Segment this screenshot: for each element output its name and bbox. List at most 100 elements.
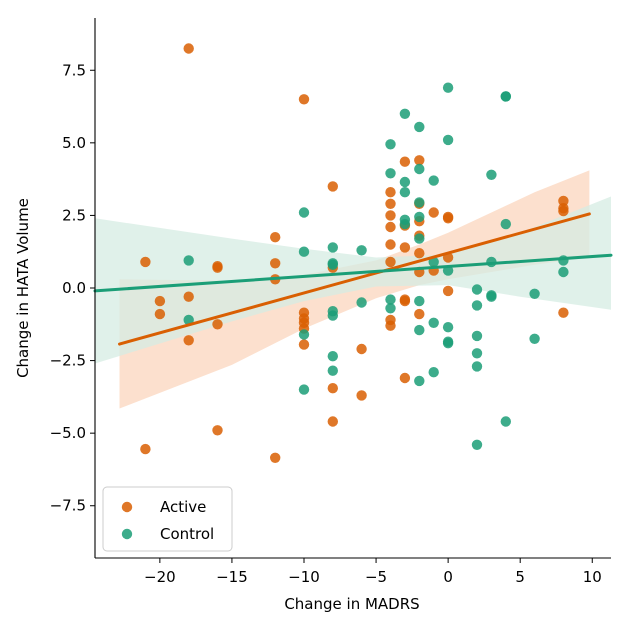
point-active <box>442 213 454 224</box>
point-active <box>298 339 310 350</box>
y-axis-label: Change in HATA Volume <box>14 198 32 378</box>
point-active <box>270 258 281 269</box>
point-control <box>442 82 454 93</box>
point-active <box>385 187 396 198</box>
point-active <box>442 285 454 297</box>
axes: −20 −15 −10 −5 0 5 10 −7.5 −5.0 −2.5 0.0 2.5 5.0 7.5 <box>50 18 611 586</box>
point-control <box>442 338 454 349</box>
point-active <box>385 239 396 250</box>
point-control <box>500 218 511 230</box>
point-control <box>442 322 454 333</box>
point-control <box>327 242 338 253</box>
point-control <box>298 207 310 218</box>
point-active <box>270 232 281 243</box>
point-active <box>183 43 194 54</box>
point-control <box>471 361 483 372</box>
y-tick-label: −5.0 <box>50 424 86 442</box>
x-tick-label: −10 <box>288 568 320 586</box>
point-control <box>486 291 497 302</box>
regression-line-active <box>118 212 591 346</box>
point-active <box>327 416 338 427</box>
point-active <box>356 390 367 401</box>
x-tick-label: 5 <box>515 568 525 586</box>
x-tick-label: −15 <box>216 568 248 586</box>
y-tick-label: 5.0 <box>62 134 86 152</box>
point-control <box>399 218 411 230</box>
point-active <box>154 295 166 307</box>
point-active <box>399 295 411 307</box>
point-active <box>327 181 338 192</box>
point-active <box>399 156 411 167</box>
point-control <box>500 91 511 102</box>
point-control <box>399 108 411 120</box>
point-control <box>399 176 411 188</box>
y-tick-label: −2.5 <box>50 352 86 370</box>
point-control <box>183 255 194 266</box>
point-active <box>212 425 223 436</box>
point-control <box>529 333 540 344</box>
point-control <box>356 245 367 256</box>
point-active <box>558 195 569 207</box>
legend-label-control: Control <box>160 525 214 543</box>
x-axis-label: Change in MADRS <box>284 595 419 613</box>
point-control <box>486 169 497 180</box>
point-active <box>385 210 396 221</box>
point-control <box>471 330 483 342</box>
point-active <box>385 221 396 233</box>
point-active <box>327 383 338 394</box>
legend-marker-control <box>121 528 133 540</box>
data-points <box>140 43 569 463</box>
point-active <box>399 372 411 384</box>
point-control <box>327 310 338 321</box>
x-tick-label: 10 <box>583 568 602 586</box>
point-active <box>183 335 194 346</box>
point-active <box>558 307 569 318</box>
point-control <box>327 351 338 362</box>
point-active <box>183 291 194 302</box>
point-active <box>154 308 166 320</box>
point-control <box>500 416 511 427</box>
point-control <box>529 288 540 299</box>
point-active <box>270 452 281 463</box>
y-tick-label: 2.5 <box>62 206 86 224</box>
point-active <box>385 256 396 268</box>
point-control <box>385 294 396 305</box>
y-tick-label: 0.0 <box>62 279 86 297</box>
y-tick-label: −7.5 <box>50 497 86 515</box>
point-control <box>298 329 310 340</box>
point-control <box>183 314 194 326</box>
point-active <box>140 443 151 455</box>
point-active <box>356 343 367 355</box>
point-control <box>414 375 425 387</box>
point-active <box>212 262 223 273</box>
point-control <box>414 233 425 244</box>
point-active <box>414 308 425 320</box>
x-tick-label: 0 <box>443 568 453 586</box>
point-active <box>428 207 439 218</box>
point-control <box>385 168 396 179</box>
point-control <box>414 163 425 175</box>
point-control <box>428 317 439 328</box>
point-active <box>298 94 310 105</box>
regression-line-control <box>93 253 613 293</box>
x-tick-label: −5 <box>365 568 387 586</box>
point-control <box>327 365 338 376</box>
point-active <box>414 155 425 166</box>
point-control <box>414 211 425 223</box>
point-control <box>558 266 569 278</box>
point-control <box>414 295 425 307</box>
point-active <box>399 242 411 253</box>
point-control <box>428 367 439 378</box>
point-control <box>399 187 411 198</box>
regression-lines <box>93 212 613 346</box>
point-control <box>414 121 425 133</box>
point-control <box>356 297 367 308</box>
point-active <box>140 256 151 268</box>
point-active <box>558 205 569 217</box>
point-control <box>428 175 439 186</box>
legend-label-active: Active <box>160 498 206 516</box>
point-control <box>442 134 454 146</box>
legend-marker-active <box>121 501 133 513</box>
point-active <box>212 319 223 330</box>
